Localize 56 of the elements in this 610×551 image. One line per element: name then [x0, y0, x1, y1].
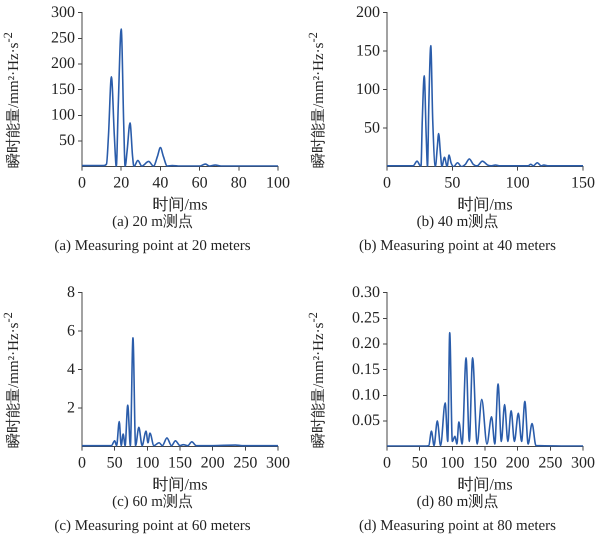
x-tick-label: 0 — [383, 454, 391, 472]
x-tick-label: 0 — [78, 174, 86, 192]
y-tick-label: 0.15 — [352, 360, 380, 378]
text: (c) 60 m测点 — [111, 492, 194, 511]
x-tick-label: 250 — [233, 454, 258, 472]
y-tick-label: 0.20 — [352, 335, 380, 352]
text: (c) Measuring point at 60 meters — [53, 518, 252, 535]
x-tick-label: 40 — [152, 174, 168, 192]
y-tick-label: 8 — [67, 284, 75, 301]
x-tick-label: 150 — [473, 454, 497, 472]
x-axis-title: 时间/ms — [457, 476, 513, 494]
text: (d) 80 m测点 — [416, 492, 500, 511]
x-tick-label: 0 — [383, 174, 391, 192]
x-tick-label: 50 — [444, 174, 460, 192]
text: (b) 40 m测点 — [416, 212, 500, 231]
y-tick-label: 50 — [364, 119, 380, 136]
y-tick-label: 2 — [67, 399, 75, 416]
x-tick-label: 250 — [538, 454, 562, 472]
y-tick-label: 150 — [356, 42, 380, 60]
x-axis-title: 时间/ms — [152, 476, 208, 494]
y-tick-label: 250 — [51, 29, 75, 46]
y-tick-label: 100 — [356, 80, 380, 98]
x-tick-label: 100 — [266, 174, 290, 192]
y-tick-label: 100 — [51, 106, 75, 124]
y-tick-label: 0.10 — [352, 386, 380, 404]
x-tick-label: 50 — [412, 454, 428, 472]
x-tick-label: 20 — [113, 174, 130, 192]
y-tick-label: 6 — [67, 322, 75, 340]
text: (a) Measuring point at 20 meters — [53, 238, 252, 255]
y-tick-label: 0.25 — [352, 309, 380, 326]
y-tick-label: 200 — [51, 55, 75, 72]
x-tick-label: 100 — [440, 454, 464, 472]
text: (b) Measuring point at 40 meters — [358, 238, 558, 255]
x-tick-label: 300 — [571, 454, 595, 472]
text: (a) 20 m测点 — [111, 212, 194, 231]
x-axis-title: 时间/ms — [152, 196, 208, 214]
x-tick-label: 80 — [230, 174, 247, 192]
y-tick-label: 200 — [356, 4, 380, 21]
x-tick-label: 150 — [571, 174, 595, 192]
y-tick-label: 50 — [59, 132, 75, 150]
text: (d) Measuring point at 80 meters — [358, 518, 558, 535]
x-tick-label: 50 — [106, 454, 123, 472]
x-tick-label: 0 — [78, 454, 86, 472]
x-tick-label: 300 — [266, 454, 290, 472]
x-tick-label: 60 — [192, 174, 208, 192]
x-tick-label: 100 — [135, 454, 160, 472]
x-tick-label: 100 — [506, 174, 530, 192]
x-axis-title: 时间/ms — [457, 196, 513, 214]
y-tick-label: 150 — [51, 80, 75, 98]
y-tick-label: 300 — [51, 4, 75, 21]
y-tick-label: 4 — [67, 360, 75, 378]
x-tick-label: 150 — [168, 454, 192, 472]
y-tick-label: 0.30 — [352, 284, 380, 301]
y-tick-label: 0.05 — [352, 412, 380, 430]
x-tick-label: 200 — [200, 454, 225, 472]
x-tick-label: 200 — [506, 454, 530, 472]
